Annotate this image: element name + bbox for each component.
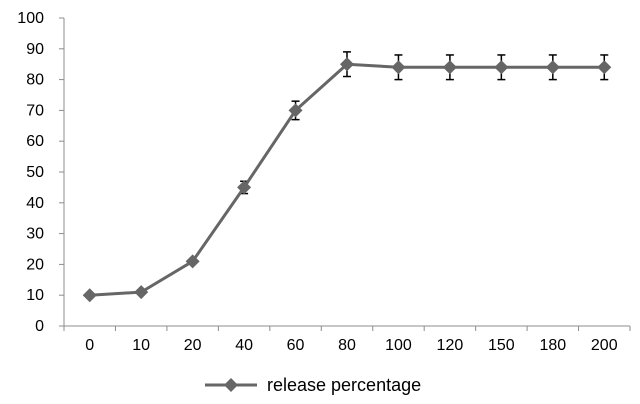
data-point xyxy=(442,60,457,75)
data-point xyxy=(237,180,252,195)
x-tick-label: 80 xyxy=(338,337,356,354)
x-tick-label: 200 xyxy=(591,337,618,354)
y-tick-label: 0 xyxy=(35,318,44,335)
y-tick-label: 90 xyxy=(26,41,44,58)
data-point xyxy=(340,57,354,72)
y-tick-label: 80 xyxy=(26,72,44,89)
x-axis: 0 10 20 40 60 80 100 120 150 180 200 xyxy=(63,325,631,354)
data-point xyxy=(494,60,509,75)
data-point xyxy=(185,254,200,269)
data-point xyxy=(82,288,97,303)
y-tick-label: 70 xyxy=(26,102,44,119)
legend-label: release percentage xyxy=(267,375,421,395)
x-tick-label: 150 xyxy=(488,337,515,354)
data-point xyxy=(597,60,612,75)
series-line xyxy=(89,62,605,297)
x-tick-label: 120 xyxy=(437,337,464,354)
y-tick-label: 60 xyxy=(26,133,44,150)
data-point xyxy=(545,60,560,75)
x-tick-label: 20 xyxy=(184,337,202,354)
data-point xyxy=(391,60,406,75)
y-tick-label: 50 xyxy=(26,164,44,181)
x-tick-label: 60 xyxy=(287,337,305,354)
legend-marker xyxy=(224,378,238,392)
data-point xyxy=(288,103,303,118)
x-tick-label: 10 xyxy=(132,337,150,354)
y-tick-label: 40 xyxy=(26,195,44,212)
x-tick-label: 180 xyxy=(539,337,566,354)
y-axis: 0 10 20 30 40 50 60 70 80 90 100 xyxy=(17,10,65,335)
legend: release percentage xyxy=(205,375,421,395)
y-tick-label: 10 xyxy=(26,287,44,304)
x-tick-label: 100 xyxy=(385,337,412,354)
y-tick-label: 20 xyxy=(26,256,44,273)
x-tick-label: 0 xyxy=(85,337,94,354)
series xyxy=(82,57,612,303)
y-tick-label: 100 xyxy=(17,10,44,27)
y-tick-label: 30 xyxy=(26,226,44,243)
x-tick-label: 40 xyxy=(235,337,253,354)
data-point xyxy=(134,285,149,300)
